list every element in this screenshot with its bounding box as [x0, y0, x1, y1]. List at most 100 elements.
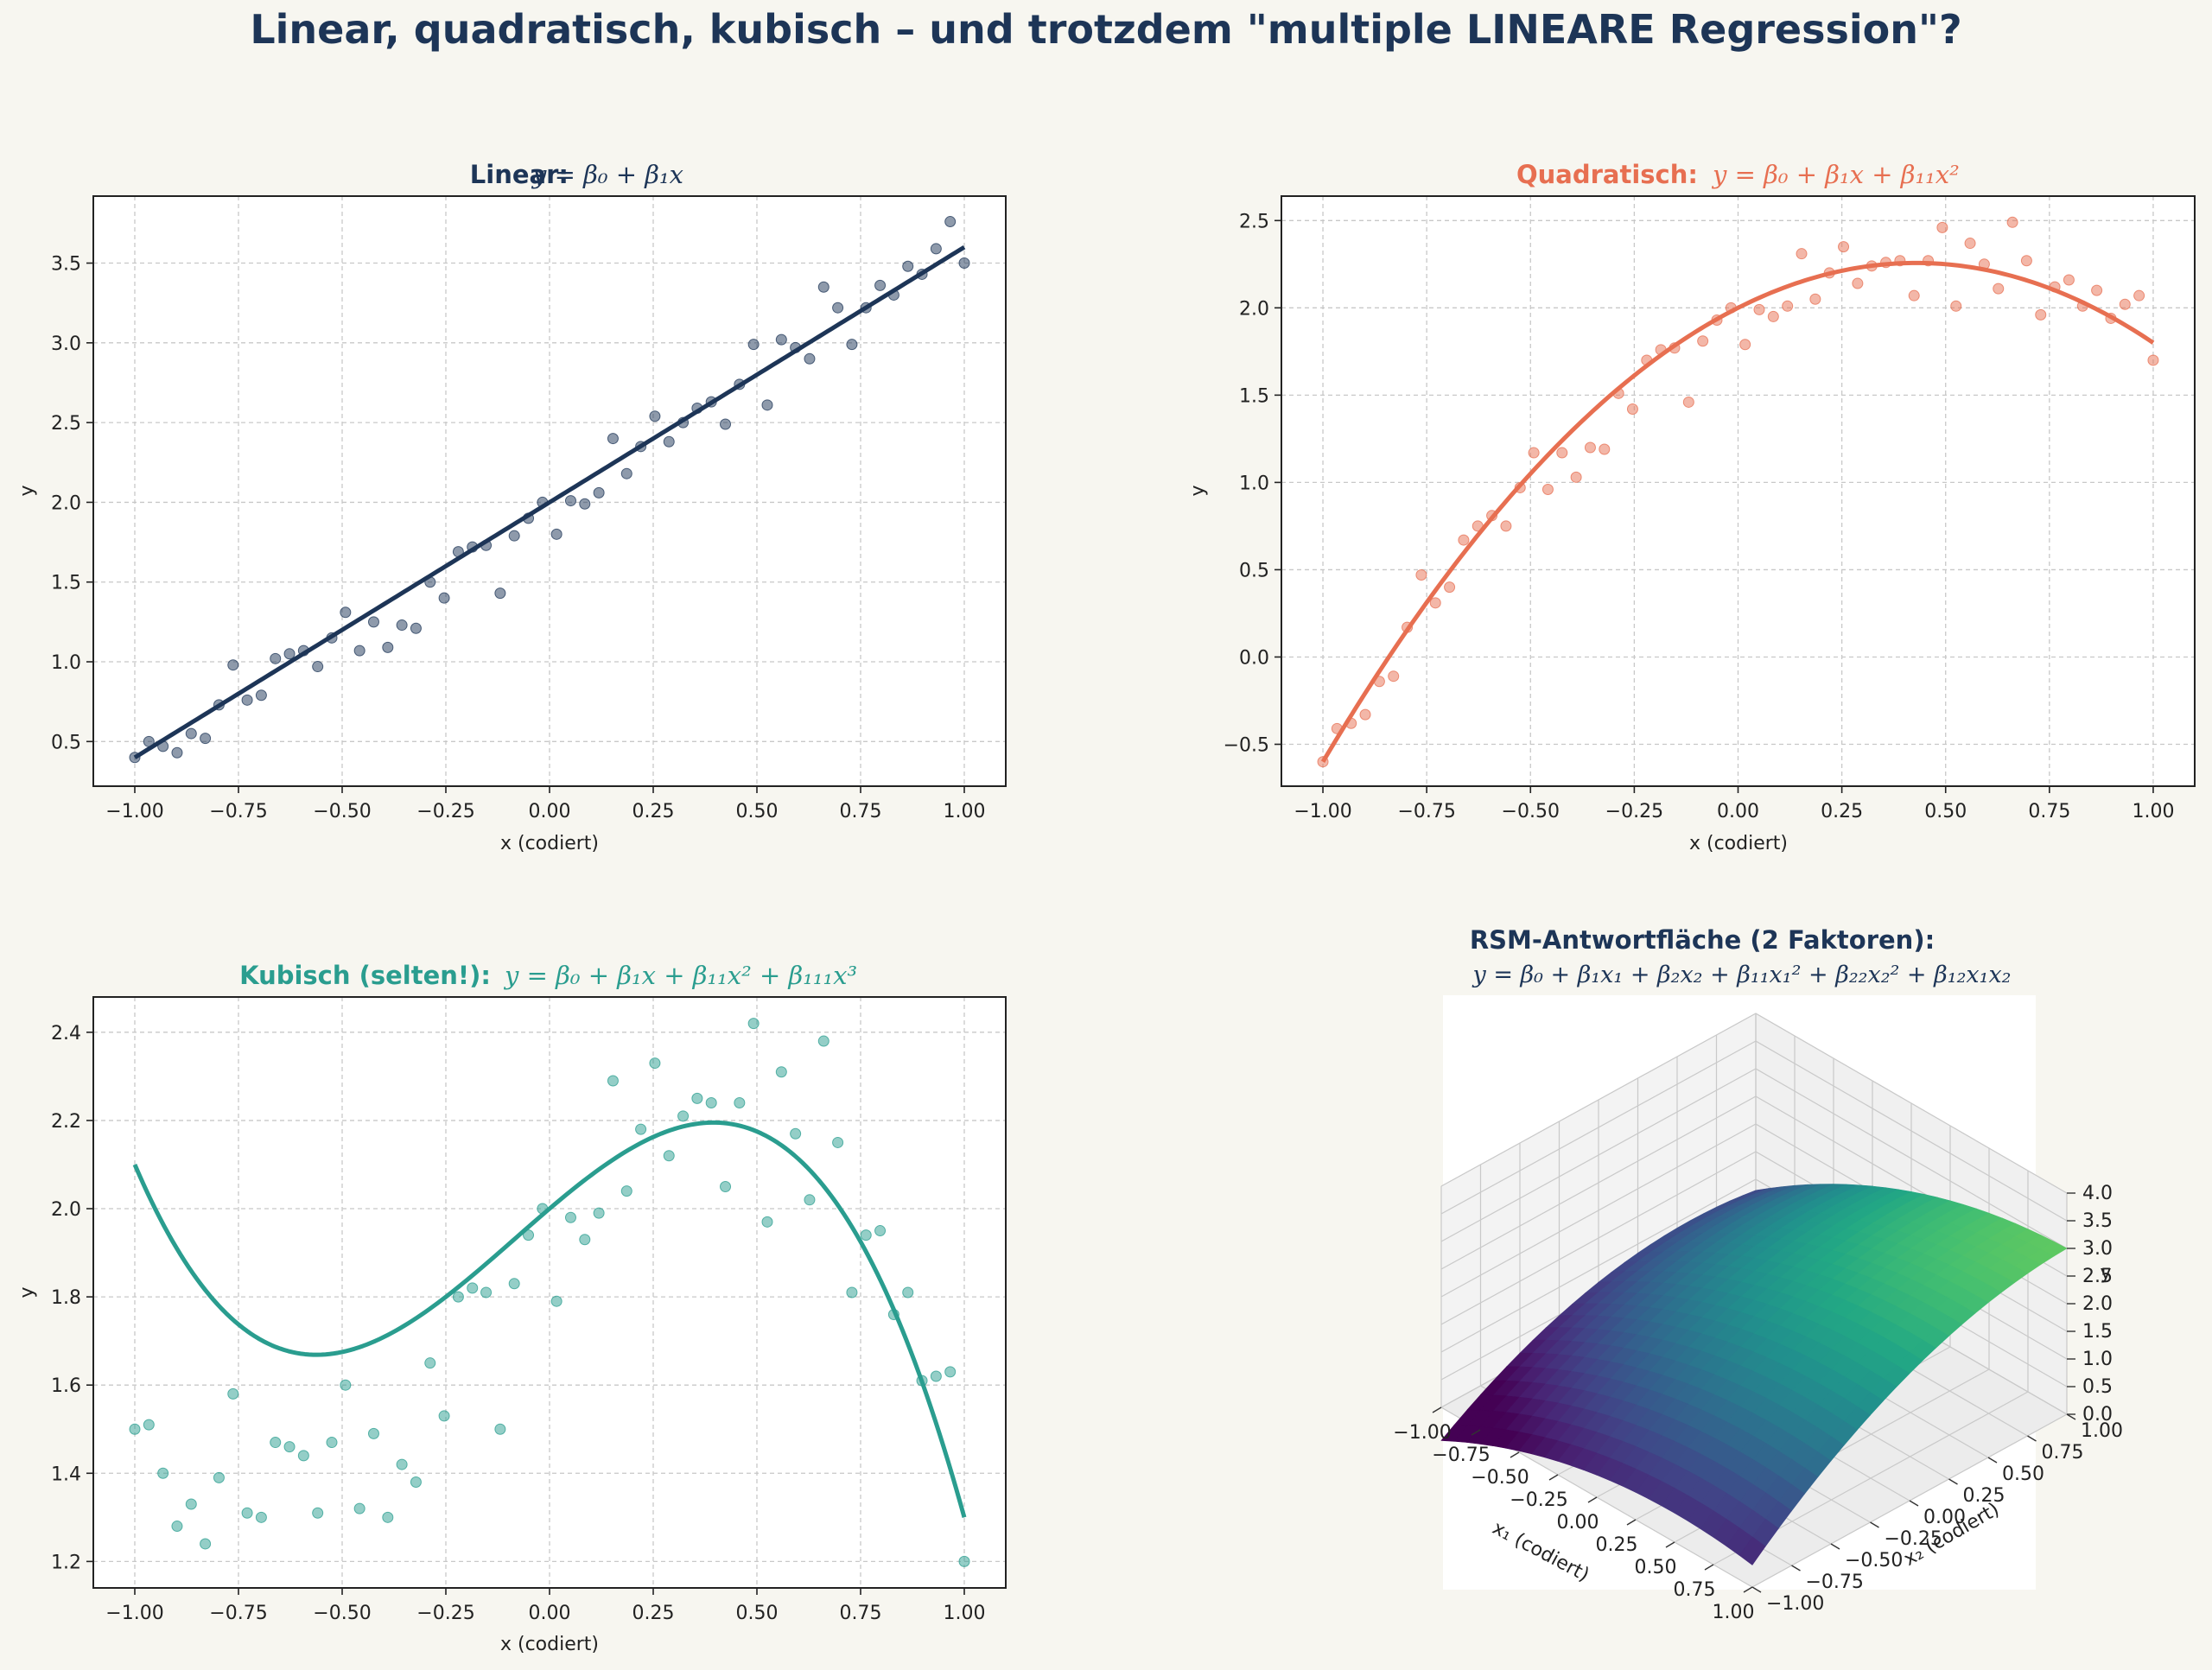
linear-data-point: [930, 243, 942, 255]
cubic-data-point: [494, 1423, 506, 1435]
surface-x1-tick: [1704, 1564, 1714, 1571]
linear-data-point: [396, 619, 408, 632]
cubic-data-point: [283, 1441, 296, 1453]
quadratic-data-point: [1936, 221, 1948, 233]
surface-x1-tick-label: 0.75: [1674, 1579, 1716, 1601]
cubic-y-tick-label: 1.6: [51, 1375, 81, 1397]
surface-patch: [1738, 1536, 1766, 1565]
cubic-y-tick-label: 2.4: [51, 1023, 81, 1045]
linear-data-point: [410, 622, 422, 634]
quadratic-data-point: [1626, 403, 1638, 416]
cubic-data-point: [452, 1291, 464, 1303]
quadratic-data-point: [2035, 308, 2047, 321]
cubic-x-tick-label: 0.50: [736, 1603, 779, 1624]
cubic-data-point: [213, 1471, 225, 1483]
surface-wall-gridline: [1440, 1123, 1757, 1298]
linear-data-point: [902, 260, 914, 272]
cubic-data-point: [860, 1229, 872, 1241]
quadratic-data-point: [1500, 520, 1512, 532]
surface-wall-gridline: [1440, 1040, 1757, 1215]
quadratic-x-tick-label: −1.00: [1294, 801, 1351, 822]
quadratic-data-point: [1541, 483, 1554, 495]
surface-x2-tick: [1830, 1543, 1840, 1550]
quadratic-y-tick-label: 0.5: [1239, 560, 1269, 581]
cubic-y-tick-label: 2.2: [51, 1111, 81, 1133]
linear-data-point: [832, 302, 844, 314]
quadratic-data-point: [1796, 248, 1808, 260]
cubic-data-point: [874, 1225, 887, 1237]
linear-fit-curve: [133, 244, 966, 759]
cubic-data-point: [691, 1092, 703, 1104]
quadratic-data-point: [1584, 441, 1596, 454]
linear-data-point: [775, 333, 787, 346]
quadratic-data-point: [1429, 597, 1441, 609]
linear-data-point: [494, 587, 506, 600]
cubic-data-point: [467, 1282, 479, 1294]
surface-x1-tick: [1432, 1406, 1442, 1413]
cubic-x-tick-label: 0.75: [840, 1603, 882, 1624]
cubic-title-formula: y = β₀ + β₁x + β₁₁x² + β₁₁₁x³: [503, 961, 857, 990]
cubic-data-point: [255, 1511, 267, 1523]
cubic-data-point: [579, 1234, 591, 1246]
cubic-data-point: [677, 1110, 690, 1122]
surface-x2-tick-label: 0.25: [1963, 1485, 2005, 1507]
cubic-y-tick-label: 1.4: [51, 1464, 81, 1485]
quadratic-title-prefix: Quadratisch:: [1516, 160, 1698, 189]
cubic-data-point: [396, 1458, 408, 1470]
cubic-panel: Kubisch (selten!): y = β₀ + β₁x + β₁₁x² …: [16, 961, 1007, 1655]
linear-data-point: [227, 659, 239, 671]
cubic-axes-frame: [92, 996, 1007, 1589]
surface-wall-gridline: [1440, 1178, 1757, 1353]
surface-x1-tick: [1471, 1429, 1481, 1436]
cubic-data-point: [804, 1194, 816, 1206]
surface-z-tick-label: 3.5: [2082, 1210, 2113, 1232]
quadratic-data-point: [2020, 255, 2032, 267]
cubic-y-tick-label: 2.0: [51, 1199, 81, 1221]
surface-x2-tick-label: −0.75: [1806, 1572, 1864, 1593]
cubic-data-point: [270, 1437, 282, 1449]
surface-wall-gridline: [1755, 1013, 2068, 1194]
linear-data-point: [663, 435, 675, 448]
cubic-data-point: [508, 1278, 520, 1290]
cubic-x-tick-label: 0.25: [632, 1603, 675, 1624]
cubic-data-point: [353, 1502, 365, 1514]
quadratic-data-point: [1838, 241, 1850, 253]
cubic-data-point: [930, 1370, 942, 1382]
linear-x-tick-label: 0.00: [529, 801, 571, 822]
linear-data-point: [171, 746, 183, 759]
surface-panel: RSM-Antwortfläche (2 Faktoren): y = β₀ +…: [1393, 925, 2123, 1623]
surface-x1-tick: [1587, 1496, 1598, 1503]
linear-data-point: [593, 486, 605, 498]
linear-data-point: [508, 530, 520, 542]
linear-data-point: [270, 652, 282, 664]
linear-data-point: [185, 727, 197, 740]
quadratic-data-point: [1388, 670, 1400, 683]
quadratic-y-tick-label: 1.0: [1239, 473, 1269, 494]
linear-data-point: [283, 648, 296, 660]
surface-x2-tick-label: −0.50: [1845, 1550, 1903, 1572]
cubic-x-tick-label: −1.00: [105, 1603, 163, 1624]
quadratic-data-point: [1359, 708, 1371, 721]
surface-wall-gridline: [1755, 1068, 2068, 1249]
surface-x1-tick-label: −0.50: [1471, 1467, 1529, 1489]
figure-title: Linear, quadratisch, kubisch – und trotz…: [250, 6, 1961, 53]
surface-z-tick-label: 0.5: [2082, 1376, 2113, 1398]
surface-x1-tick: [1665, 1541, 1675, 1548]
cubic-data-point: [720, 1180, 732, 1192]
surface-z-tick-label: 4.0: [2082, 1183, 2113, 1204]
linear-x-tick-label: 0.50: [736, 801, 779, 822]
linear-data-point: [817, 281, 830, 293]
quadratic-x-tick-label: 1.00: [2132, 801, 2174, 822]
surface-x1-tick-label: 1.00: [1713, 1602, 1755, 1623]
linear-data-point: [804, 352, 816, 365]
surface-title: RSM-Antwortfläche (2 Faktoren):: [1470, 925, 1935, 955]
linear-data-point: [607, 433, 619, 445]
linear-y-tick-label: 3.0: [51, 333, 81, 355]
cubic-data-point: [410, 1476, 422, 1488]
quadratic-data-point: [1782, 300, 1794, 312]
surface-x2-tick: [1987, 1457, 1998, 1464]
cubic-data-point: [564, 1211, 576, 1223]
linear-data-point: [367, 616, 379, 628]
cubic-data-point: [550, 1295, 563, 1307]
